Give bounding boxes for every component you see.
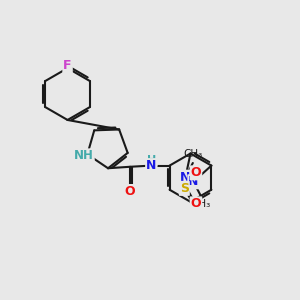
Text: CH₃: CH₃ [183,149,202,160]
Text: NH: NH [74,149,94,162]
Text: O: O [190,167,201,179]
Text: F: F [63,59,72,72]
Text: O: O [190,197,201,210]
Text: N: N [188,175,199,188]
Text: N: N [180,171,191,184]
Text: S: S [180,182,189,195]
Text: CH₃: CH₃ [191,199,210,209]
Text: N: N [146,159,157,172]
Text: O: O [125,185,135,198]
Text: H: H [147,155,157,165]
